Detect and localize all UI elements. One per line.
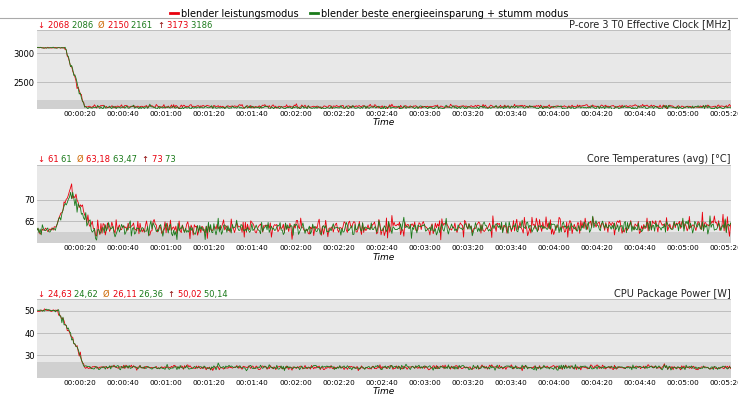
X-axis label: Time: Time — [373, 252, 395, 262]
Text: 26,11: 26,11 — [113, 290, 139, 299]
Text: 50,14: 50,14 — [204, 290, 233, 299]
Bar — [37, 232, 731, 243]
Text: P-core 3 T0 Effective Clock [MHz]: P-core 3 T0 Effective Clock [MHz] — [569, 19, 731, 29]
Text: ↓: ↓ — [38, 290, 48, 299]
Text: 2150: 2150 — [108, 21, 131, 29]
Text: 63,47: 63,47 — [113, 155, 142, 164]
Text: 3173: 3173 — [168, 21, 191, 29]
Text: 73: 73 — [152, 155, 165, 164]
Text: ↑: ↑ — [168, 290, 178, 299]
Text: 2161: 2161 — [131, 21, 157, 29]
Text: 2086: 2086 — [72, 21, 98, 29]
Text: 61: 61 — [48, 155, 61, 164]
Text: ↑: ↑ — [157, 21, 168, 29]
Text: 24,62: 24,62 — [75, 290, 103, 299]
Bar — [37, 362, 731, 378]
Text: Core Temperatures (avg) [°C]: Core Temperatures (avg) [°C] — [587, 154, 731, 164]
X-axis label: Time: Time — [373, 387, 395, 396]
X-axis label: Time: Time — [373, 118, 395, 127]
Text: ↓: ↓ — [38, 21, 48, 29]
Text: 24,63: 24,63 — [48, 290, 75, 299]
Text: 63,18: 63,18 — [86, 155, 113, 164]
Text: 61: 61 — [61, 155, 77, 164]
Text: 26,36: 26,36 — [139, 290, 168, 299]
Text: ↓: ↓ — [38, 155, 48, 164]
Bar — [37, 100, 731, 109]
Text: 50,02: 50,02 — [178, 290, 204, 299]
Text: Ø: Ø — [77, 155, 86, 164]
Text: 3186: 3186 — [191, 21, 218, 29]
Text: 2068: 2068 — [48, 21, 72, 29]
Text: 73: 73 — [165, 155, 181, 164]
Text: CPU Package Power [W]: CPU Package Power [W] — [614, 289, 731, 299]
Text: Ø: Ø — [103, 290, 113, 299]
Text: Ø: Ø — [98, 21, 108, 29]
Legend: blender leistungsmodus, blender beste energieeinsparung + stumm modus: blender leistungsmodus, blender beste en… — [166, 5, 572, 23]
Text: ↑: ↑ — [142, 155, 152, 164]
